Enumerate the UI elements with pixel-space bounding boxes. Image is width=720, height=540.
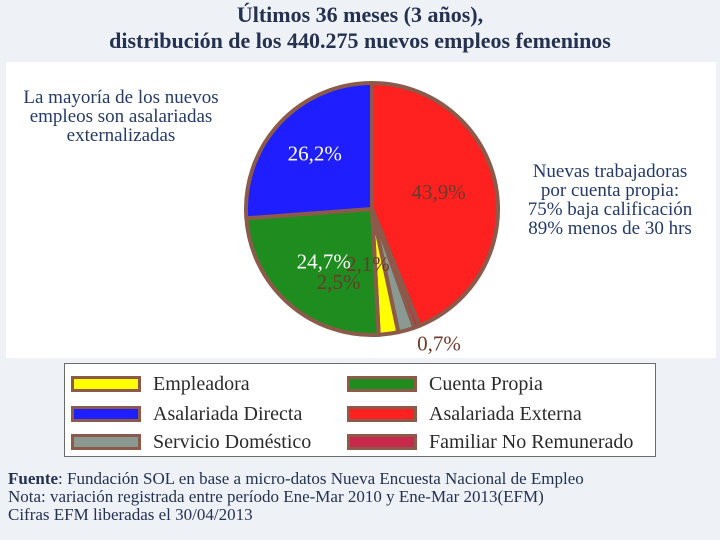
- legend-item-servicio-domestico: Servicio Doméstico: [71, 428, 311, 456]
- label-asalariada-directa: 26,2%: [288, 142, 342, 166]
- source-notes: Fuente: Fundación SOL en base a micro-da…: [8, 470, 714, 524]
- legend-label: Asalariada Externa: [429, 402, 582, 425]
- legend: Empleadora Cuenta Propia Asalariada Dire…: [64, 363, 656, 457]
- legend-item-empleadora: Empleadora: [71, 370, 250, 398]
- label-cuenta-propia: 24,7%: [297, 250, 351, 274]
- legend-swatch: [347, 434, 417, 450]
- slice-cuenta-propia: [244, 207, 381, 337]
- label-empleadora: 2,5%: [317, 270, 361, 294]
- source-text: : Fundación SOL en base a micro-datos Nu…: [58, 469, 584, 488]
- legend-label: Familiar No Remunerado: [429, 430, 634, 453]
- chart-title: Últimos 36 meses (3 años), distribución …: [0, 2, 720, 54]
- legend-item-asalariada-directa: Asalariada Directa: [71, 400, 302, 428]
- chart-title-line1: Últimos 36 meses (3 años),: [236, 2, 484, 27]
- pie-chart: 43,9% 0,7% 2,1%2,5%24,7% 26,2%: [244, 81, 500, 356]
- legend-item-familiar-no-remunerado: Familiar No Remunerado: [347, 428, 633, 456]
- right-annotation-line4: 89% menos de 30 hrs: [528, 218, 692, 239]
- source-release: Cifras EFM liberadas el 30/04/2013: [8, 505, 253, 524]
- right-annotation-line2: por cuenta propia:: [540, 180, 680, 201]
- chart-title-line2: distribución de los 440.275 nuevos emple…: [109, 28, 611, 53]
- source-line: Fuente: Fundación SOL en base a micro-da…: [8, 470, 714, 488]
- source-prefix: Fuente: [8, 469, 59, 488]
- legend-label: Servicio Doméstico: [153, 430, 312, 453]
- right-annotation-line3: 75% baja calificación: [527, 199, 693, 220]
- legend-swatch: [71, 376, 141, 392]
- label-familiar-no-remunerado: 0,7%: [417, 332, 461, 356]
- slice-asalariada-externa: [370, 81, 500, 328]
- label-asalariada-externa: 43,9%: [412, 180, 466, 204]
- legend-label: Empleadora: [153, 372, 250, 395]
- chart-panel: 43,9% 0,7% 2,1% 2,5% 24,7% 26,2% La mayoría d…: [6, 62, 716, 358]
- legend-swatch: [347, 406, 417, 422]
- source-note: Nota: variación registrada entre período…: [8, 487, 544, 506]
- legend-swatch: [71, 434, 141, 450]
- left-annotation: La mayoría de los nuevos empleos son asa…: [23, 87, 219, 146]
- right-annotation: Nuevas trabajadoras por cuenta propia: 7…: [514, 162, 706, 238]
- slice-asalariada-directa: [244, 81, 374, 221]
- legend-label: Asalariada Directa: [153, 402, 303, 425]
- label-servicio-domestico: 2,1%: [346, 252, 390, 276]
- legend-swatch: [71, 406, 141, 422]
- legend-item-cuenta-propia: Cuenta Propia: [347, 370, 543, 398]
- legend-swatch: [347, 376, 417, 392]
- legend-label: Cuenta Propia: [429, 372, 543, 395]
- right-annotation-line1: Nuevas trabajadoras: [532, 161, 688, 182]
- legend-item-asalariada-externa: Asalariada Externa: [347, 400, 582, 428]
